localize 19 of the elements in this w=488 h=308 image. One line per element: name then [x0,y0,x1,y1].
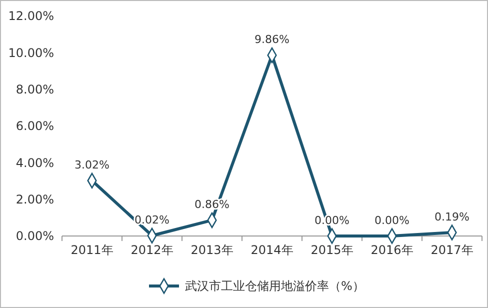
y-tick-label: 4.00% [16,156,54,170]
x-tick-label: 2016年 [370,243,414,257]
y-tick-label: 12.00% [8,9,54,24]
y-tick-label: 0.00% [16,229,54,244]
data-label: 0.00% [374,214,410,227]
y-tick-label: 8.00% [16,82,54,97]
y-tick-label: 6.00% [16,119,54,134]
y-tick-label: 10.00% [8,46,54,60]
x-tick-label: 2015年 [310,243,354,257]
x-tick-label: 2017年 [430,243,474,257]
x-tick-label: 2012年 [130,243,174,257]
x-tick-label: 2014年 [250,243,294,257]
data-label: 9.86% [254,33,290,46]
x-tick-label: 2013年 [190,243,234,257]
y-tick-label: 2.00% [16,192,54,207]
data-label: 3.02% [74,158,110,172]
x-tick-label: 2011年 [70,243,114,257]
legend-label: 武汉市工业仓储用地溢价率（%） [185,279,364,294]
data-label: 0.19% [434,210,470,224]
